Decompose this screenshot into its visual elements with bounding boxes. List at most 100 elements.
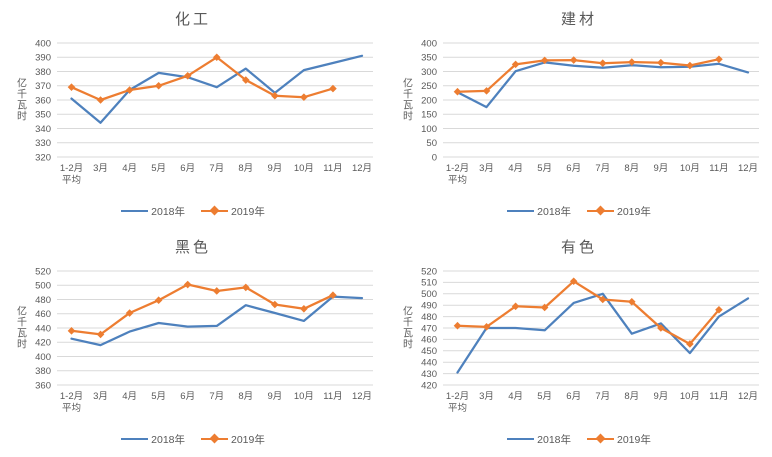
legend-label: 2019年 xyxy=(231,433,265,446)
data-point-marker xyxy=(329,84,337,93)
y-tick-label: 480 xyxy=(35,295,51,306)
data-point-marker xyxy=(628,58,636,66)
data-point-marker xyxy=(540,303,549,312)
y-tick-label: 0 xyxy=(432,152,437,163)
y-tick-label: 300 xyxy=(421,67,437,78)
x-tick-label: 平均 xyxy=(448,174,467,186)
x-tick-label: 1-2月 xyxy=(446,391,469,402)
x-tick-label: 12月 xyxy=(352,391,372,402)
x-tick-label: 6月 xyxy=(180,391,195,402)
data-point-marker xyxy=(540,56,549,65)
x-tick-label: 1-2月 xyxy=(60,163,83,174)
x-tick-label: 5月 xyxy=(151,163,166,174)
data-point-marker xyxy=(329,291,337,300)
data-point-marker xyxy=(183,71,192,80)
legend-item-2018: 2018年 xyxy=(507,204,571,219)
legend-label: 2018年 xyxy=(537,205,571,218)
y-tick-label: 360 xyxy=(35,95,51,106)
x-tick-label: 12月 xyxy=(352,163,372,174)
chart-legend: 2018年 2019年 xyxy=(121,429,265,449)
x-tick-label: 4月 xyxy=(508,391,523,402)
data-point-marker xyxy=(212,287,221,295)
legend-line-swatch xyxy=(507,437,535,441)
y-tick-label: 510 xyxy=(421,278,437,289)
data-point-marker xyxy=(657,324,665,332)
series-line-2018年 xyxy=(456,61,750,109)
x-tick-label: 7月 xyxy=(595,391,610,402)
x-tick-label: 11月 xyxy=(323,391,342,402)
x-tick-label: 6月 xyxy=(566,163,581,174)
data-point-marker xyxy=(453,87,462,96)
x-tick-label: 9月 xyxy=(267,391,282,402)
data-point-marker xyxy=(657,58,665,67)
x-tick-label: 10月 xyxy=(294,391,314,402)
x-tick-label: 平均 xyxy=(448,402,467,414)
legend-line-swatch xyxy=(121,437,149,441)
data-point-marker xyxy=(569,56,578,64)
x-tick-label: 10月 xyxy=(294,163,314,174)
chart-title: 有色 xyxy=(560,239,597,256)
y-tick-label: 250 xyxy=(421,81,437,92)
series-line-2019年 xyxy=(456,58,721,93)
legend-item-2018: 2018年 xyxy=(507,432,571,447)
y-tick-label: 380 xyxy=(35,366,51,377)
y-tick-label: 480 xyxy=(421,312,437,323)
y-tick-label: 420 xyxy=(35,338,51,349)
data-point-marker xyxy=(598,59,607,68)
legend-line-swatch xyxy=(587,205,614,216)
y-tick-label: 520 xyxy=(35,266,51,277)
x-tick-label: 8月 xyxy=(624,163,639,174)
x-tick-label: 12月 xyxy=(738,391,758,402)
y-tick-label: 350 xyxy=(35,110,51,121)
x-tick-label: 6月 xyxy=(180,163,195,174)
series-line-2018年 xyxy=(456,292,750,374)
legend-line-swatch xyxy=(201,205,228,216)
x-tick-label: 10月 xyxy=(680,391,700,402)
data-point-marker xyxy=(242,76,250,84)
y-axis-title: 亿千瓦时 xyxy=(403,305,413,351)
x-tick-label: 10月 xyxy=(680,163,700,174)
x-tick-label: 平均 xyxy=(62,174,81,186)
x-tick-label: 8月 xyxy=(624,391,639,402)
legend-label: 2019年 xyxy=(231,205,265,218)
data-point-marker xyxy=(511,60,520,69)
series-line-2019年 xyxy=(70,56,335,102)
y-tick-label: 400 xyxy=(421,38,437,49)
x-tick-label: 3月 xyxy=(93,391,108,402)
legend-label: 2018年 xyxy=(537,433,571,446)
x-tick-label: 1-2月 xyxy=(446,163,469,174)
y-tick-label: 400 xyxy=(35,352,51,363)
data-point-marker xyxy=(715,305,723,314)
data-point-marker xyxy=(242,283,250,292)
legend-item-2018: 2018年 xyxy=(121,204,185,219)
y-tick-label: 350 xyxy=(421,53,437,64)
x-tick-label: 5月 xyxy=(537,163,552,174)
x-tick-label: 3月 xyxy=(479,163,494,174)
y-tick-label: 430 xyxy=(421,369,437,380)
data-point-marker xyxy=(96,96,105,104)
legend-diamond-marker xyxy=(209,433,220,444)
legend-line-swatch xyxy=(507,209,535,213)
data-point-marker xyxy=(67,83,76,91)
x-tick-label: 3月 xyxy=(479,391,494,402)
chart-chemical: 化工 320 330 340 350 360 370 380 390 400 亿千瓦时 1-2月 平均… xyxy=(0,0,386,228)
x-tick-label: 4月 xyxy=(122,163,137,174)
x-tick-label: 8月 xyxy=(238,391,253,402)
x-tick-label: 11月 xyxy=(709,391,728,402)
x-tick-label: 9月 xyxy=(653,391,668,402)
y-tick-label: 460 xyxy=(421,335,437,346)
legend-label: 2019年 xyxy=(617,433,651,446)
y-tick-label: 520 xyxy=(421,266,437,277)
y-axis-title: 亿千瓦时 xyxy=(17,77,27,123)
legend-item-2019: 2019年 xyxy=(201,432,265,447)
data-point-marker xyxy=(154,81,163,90)
legend-label: 2019年 xyxy=(617,205,651,218)
chart-title: 黑色 xyxy=(174,239,211,256)
y-tick-label: 330 xyxy=(35,138,51,149)
x-tick-label: 9月 xyxy=(267,163,282,174)
x-tick-label: 3月 xyxy=(93,163,108,174)
y-tick-label: 150 xyxy=(421,110,437,121)
y-tick-label: 450 xyxy=(421,346,437,357)
